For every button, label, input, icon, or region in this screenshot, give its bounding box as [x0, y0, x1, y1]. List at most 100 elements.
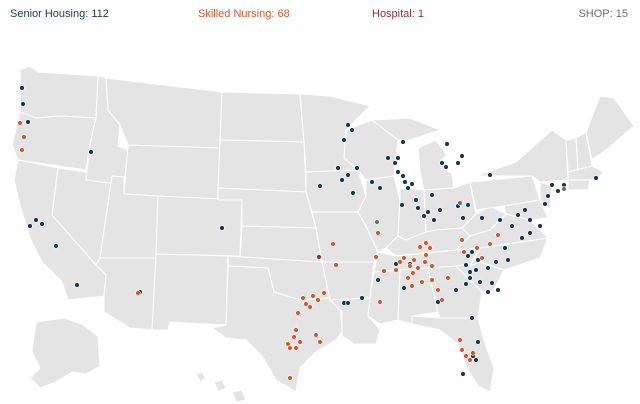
skilled-nursing-marker[interactable]	[297, 339, 303, 345]
senior-housing-marker[interactable]	[409, 181, 415, 187]
skilled-nursing-marker[interactable]	[377, 299, 383, 305]
skilled-nursing-marker[interactable]	[411, 257, 417, 263]
skilled-nursing-marker[interactable]	[461, 249, 467, 255]
skilled-nursing-marker[interactable]	[495, 232, 501, 238]
state-connecticut[interactable]	[567, 179, 591, 191]
senior-housing-marker[interactable]	[555, 188, 561, 194]
skilled-nursing-marker[interactable]	[467, 357, 473, 363]
senior-housing-marker[interactable]	[519, 235, 525, 241]
senior-housing-marker[interactable]	[421, 213, 427, 219]
skilled-nursing-marker[interactable]	[135, 290, 141, 296]
senior-housing-marker[interactable]	[401, 285, 407, 291]
skilled-nursing-marker[interactable]	[321, 290, 327, 296]
senior-housing-marker[interactable]	[460, 371, 466, 377]
senior-housing-marker[interactable]	[593, 175, 599, 181]
skilled-nursing-marker[interactable]	[303, 301, 309, 307]
skilled-nursing-marker[interactable]	[293, 345, 299, 351]
senior-housing-marker[interactable]	[487, 172, 493, 178]
senior-housing-marker[interactable]	[473, 357, 479, 363]
senior-housing-marker[interactable]	[467, 269, 473, 275]
skilled-nursing-marker[interactable]	[429, 263, 435, 269]
skilled-nursing-marker[interactable]	[373, 254, 379, 260]
state-maine[interactable]	[585, 95, 635, 161]
senior-housing-marker[interactable]	[354, 165, 360, 171]
senior-housing-marker[interactable]	[437, 207, 443, 213]
senior-housing-marker[interactable]	[431, 217, 437, 223]
senior-housing-marker[interactable]	[460, 215, 466, 221]
skilled-nursing-marker[interactable]	[333, 262, 339, 268]
senior-housing-marker[interactable]	[395, 155, 401, 161]
senior-housing-marker[interactable]	[509, 223, 515, 229]
state-alaska[interactable]	[29, 317, 101, 389]
legend-senior-housing[interactable]: Senior Housing: 112	[10, 8, 109, 20]
skilled-nursing-marker[interactable]	[470, 350, 476, 356]
skilled-nursing-marker[interactable]	[415, 265, 421, 271]
skilled-nursing-marker[interactable]	[397, 259, 403, 265]
state-iowa[interactable]	[305, 169, 367, 213]
senior-housing-marker[interactable]	[465, 253, 471, 259]
skilled-nursing-marker[interactable]	[21, 134, 27, 140]
senior-housing-marker[interactable]	[395, 169, 401, 175]
senior-housing-marker[interactable]	[413, 197, 419, 203]
senior-housing-marker[interactable]	[502, 245, 508, 251]
skilled-nursing-marker[interactable]	[459, 347, 465, 353]
senior-housing-marker[interactable]	[399, 202, 405, 208]
skilled-nursing-marker[interactable]	[310, 293, 316, 299]
skilled-nursing-marker[interactable]	[313, 332, 319, 338]
senior-housing-marker[interactable]	[400, 139, 406, 145]
skilled-nursing-marker[interactable]	[317, 339, 323, 345]
skilled-nursing-marker[interactable]	[439, 297, 445, 303]
skilled-nursing-marker[interactable]	[300, 295, 306, 301]
senior-housing-marker[interactable]	[545, 193, 551, 199]
senior-housing-marker[interactable]	[527, 217, 533, 223]
skilled-nursing-marker[interactable]	[407, 263, 413, 269]
senior-housing-marker[interactable]	[455, 160, 461, 166]
skilled-nursing-marker[interactable]	[401, 255, 407, 261]
shop-marker[interactable]	[457, 200, 463, 206]
skilled-nursing-marker[interactable]	[287, 345, 293, 351]
legend-shop[interactable]: SHOP: 15	[578, 8, 628, 20]
shop-marker[interactable]	[561, 186, 567, 192]
senior-housing-marker[interactable]	[74, 282, 80, 288]
state-texas[interactable]	[211, 265, 343, 393]
senior-housing-marker[interactable]	[369, 179, 375, 185]
skilled-nursing-marker[interactable]	[419, 279, 425, 285]
senior-housing-marker[interactable]	[459, 153, 465, 159]
state-michigan[interactable]	[371, 117, 441, 141]
senior-housing-marker[interactable]	[493, 259, 499, 265]
senior-housing-marker[interactable]	[27, 223, 33, 229]
state-indiana[interactable]	[397, 187, 427, 241]
skilled-nursing-marker[interactable]	[393, 267, 399, 273]
skilled-nursing-marker[interactable]	[417, 244, 423, 250]
skilled-nursing-marker[interactable]	[17, 120, 23, 126]
state-washington[interactable]	[19, 65, 99, 119]
senior-housing-marker[interactable]	[25, 119, 31, 125]
senior-housing-marker[interactable]	[485, 289, 491, 295]
senior-housing-marker[interactable]	[463, 281, 469, 287]
senior-housing-marker[interactable]	[345, 300, 351, 306]
skilled-nursing-marker[interactable]	[381, 268, 387, 274]
shop-marker[interactable]	[374, 219, 380, 225]
senior-housing-marker[interactable]	[400, 173, 406, 179]
senior-housing-marker[interactable]	[505, 257, 511, 263]
skilled-nursing-marker[interactable]	[291, 334, 297, 340]
senior-housing-marker[interactable]	[495, 287, 501, 293]
skilled-nursing-marker[interactable]	[410, 270, 416, 276]
state-south-dakota[interactable]	[217, 139, 307, 193]
senior-housing-marker[interactable]	[439, 160, 445, 166]
skilled-nursing-marker[interactable]	[19, 147, 25, 153]
senior-housing-marker[interactable]	[349, 127, 355, 133]
senior-housing-marker[interactable]	[465, 202, 471, 208]
senior-housing-marker[interactable]	[385, 155, 391, 161]
senior-housing-marker[interactable]	[467, 275, 473, 281]
skilled-nursing-marker[interactable]	[487, 241, 493, 247]
senior-housing-marker[interactable]	[469, 249, 475, 255]
senior-housing-marker[interactable]	[345, 172, 351, 178]
skilled-nursing-marker[interactable]	[479, 255, 485, 261]
senior-housing-marker[interactable]	[402, 179, 408, 185]
state-illinois[interactable]	[357, 175, 401, 253]
senior-housing-marker[interactable]	[392, 160, 398, 166]
skilled-nursing-marker[interactable]	[445, 275, 451, 281]
state-hawaii[interactable]	[195, 371, 247, 403]
senior-housing-marker[interactable]	[375, 277, 381, 283]
